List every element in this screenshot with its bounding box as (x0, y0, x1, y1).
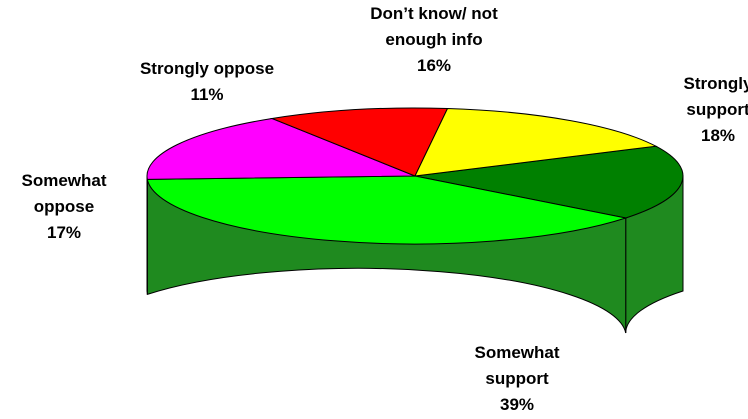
pie-top-faces (146, 107, 684, 245)
slice-percent-label-2: 39% (500, 395, 534, 414)
slice-name-label-2: Somewhat (474, 343, 559, 362)
slice-name-label-3: oppose (34, 197, 94, 216)
pie-slice-5 (414, 107, 658, 177)
slice-name-label-3: Somewhat (21, 171, 106, 190)
slice-name-label-5: Don’t know/ not (370, 4, 498, 23)
slice-percent-label-1: 18% (701, 126, 735, 145)
slice-name-label-2: support (485, 369, 549, 388)
slice-percent-label-4: 11% (190, 85, 223, 104)
slice-name-label-5: enough info (385, 30, 482, 49)
slice-percent-label-5: 16% (417, 56, 451, 75)
pie-labels: Strongly support 18% Somewhat support 39% Some… (21, 4, 748, 414)
pie-slice-4 (270, 107, 449, 177)
pie-slice-1 (414, 145, 684, 219)
slice-name-label-4: Strongly oppose (140, 59, 274, 78)
pie-slice-2 (146, 175, 628, 245)
pie-slice-3 (146, 117, 416, 180)
slice-name-label-1: support (686, 100, 748, 119)
slice-percent-label-3: 17% (47, 223, 81, 242)
slice-name-label-1: Strongly (684, 74, 748, 93)
